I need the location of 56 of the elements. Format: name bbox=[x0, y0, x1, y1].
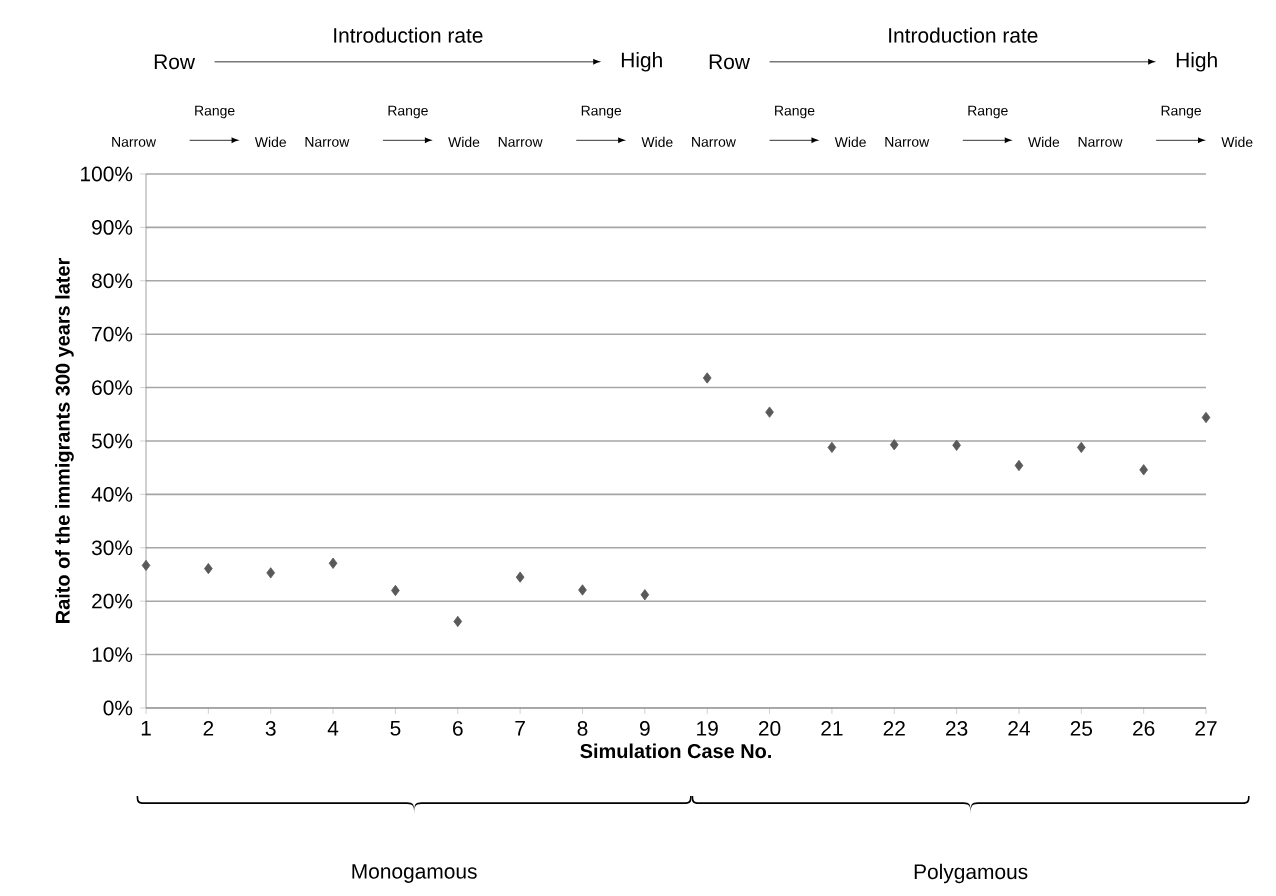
point bbox=[141, 559, 151, 571]
y-tick-label: 100% bbox=[81, 166, 133, 182]
point bbox=[1014, 459, 1024, 472]
text: High bbox=[621, 52, 662, 72]
point bbox=[702, 372, 712, 384]
text: Monogamous bbox=[352, 864, 477, 883]
point bbox=[328, 557, 338, 569]
x-tick-label: 4 bbox=[327, 721, 339, 736]
y-tick-label: 40% bbox=[91, 486, 133, 502]
text: High bbox=[1176, 52, 1217, 72]
x-tick-label: 24 bbox=[1008, 721, 1030, 736]
x-tick-label: 1 bbox=[141, 721, 151, 736]
point bbox=[1201, 411, 1211, 424]
text: Polygamous bbox=[914, 863, 1028, 884]
x-tick-label: 2 bbox=[203, 721, 214, 736]
point bbox=[266, 567, 276, 579]
x-tick-label: 23 bbox=[946, 721, 968, 736]
x-tick-label: 22 bbox=[883, 721, 905, 736]
x-tick-label: 27 bbox=[1195, 721, 1217, 736]
point bbox=[1077, 441, 1086, 453]
text: Introduction rate bbox=[889, 27, 1038, 43]
x-tick-label: 25 bbox=[1070, 721, 1093, 736]
x-tick-label: 20 bbox=[758, 721, 781, 736]
point bbox=[204, 563, 213, 575]
y-tick-label: 60% bbox=[92, 380, 133, 395]
point bbox=[515, 571, 525, 583]
point bbox=[578, 584, 587, 596]
x-axis-title: Simulation Case No. bbox=[580, 743, 771, 759]
y-tick-label: 10% bbox=[92, 647, 133, 662]
x-tick-label: 6 bbox=[453, 721, 463, 736]
point bbox=[889, 439, 899, 451]
x-tick-label: 21 bbox=[821, 721, 843, 736]
x-tick-label: 26 bbox=[1133, 721, 1155, 736]
x-tick-label: 19 bbox=[697, 721, 718, 736]
point bbox=[1139, 464, 1148, 476]
point bbox=[952, 439, 961, 451]
point bbox=[453, 615, 463, 628]
text: Row bbox=[154, 54, 196, 70]
y-tick-label: 30% bbox=[91, 540, 133, 556]
x-tick-label: 7 bbox=[515, 721, 525, 736]
point bbox=[827, 441, 837, 453]
y-tick-label: 70% bbox=[92, 326, 133, 342]
y-tick-label: 50% bbox=[91, 433, 133, 449]
y-tick-label: 20% bbox=[92, 593, 133, 609]
text: Row bbox=[709, 54, 750, 70]
text: Introduction rate bbox=[334, 27, 483, 43]
y-tick-label: 0% bbox=[103, 700, 133, 716]
x-tick-label: 5 bbox=[390, 721, 401, 736]
y-tick-label: 80% bbox=[92, 273, 133, 289]
x-tick-label: 3 bbox=[265, 721, 276, 736]
point bbox=[765, 406, 774, 418]
y-tick-label: 90% bbox=[92, 219, 133, 235]
x-tick-label: 9 bbox=[639, 721, 650, 736]
x-tick-label: 8 bbox=[577, 721, 588, 736]
y-axis-title: Raito of the immigrants 300 years later bbox=[55, 258, 74, 623]
point bbox=[640, 589, 650, 601]
